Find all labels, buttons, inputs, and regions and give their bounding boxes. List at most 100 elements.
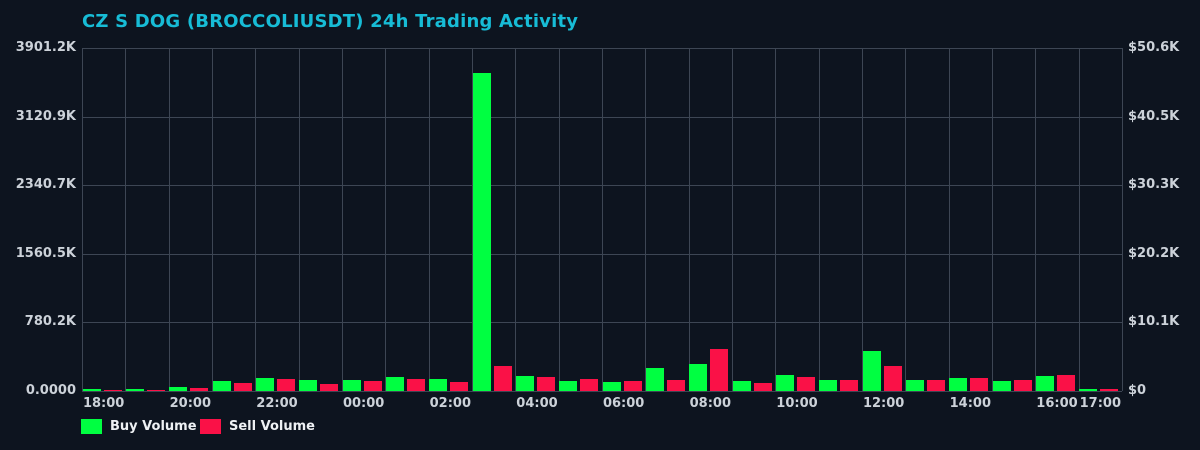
- legend-item-sell-volume: Sell Volume: [200, 418, 315, 435]
- y-axis-left-tick: 3120.9K: [15, 108, 76, 124]
- buy-volume-bar: [342, 380, 361, 391]
- buy-volume-bar: [386, 377, 405, 391]
- gridline-vertical: [645, 48, 647, 391]
- y-axis-left-tick: 780.2K: [24, 314, 76, 330]
- gridline-vertical: [125, 48, 127, 391]
- buy-volume-bar: [472, 72, 491, 391]
- buy-volume-bar: [212, 381, 231, 391]
- gridline-vertical: [688, 48, 690, 391]
- gridline-vertical: [948, 48, 950, 391]
- buy-volume-bar: [646, 367, 665, 391]
- x-axis-tick: 00:00: [342, 396, 385, 411]
- buy-volume-bar: [299, 379, 318, 391]
- buy-volume-bar: [862, 351, 881, 391]
- y-axis-left-tick: 2340.7K: [15, 177, 76, 193]
- sell-volume-bar: [926, 380, 945, 391]
- x-axis-tick: 04:00: [516, 396, 558, 411]
- sell-volume-bar: [840, 380, 859, 391]
- gridline-vertical: [515, 48, 517, 391]
- buy-volume-bar: [602, 381, 621, 391]
- legend-label-buy-volume: Buy Volume: [110, 419, 197, 434]
- x-axis-tick: 14:00: [949, 396, 992, 411]
- sell-volume-bar: [623, 380, 642, 391]
- buy-volume-bar: [689, 364, 708, 391]
- x-axis-tick: 10:00: [776, 396, 818, 411]
- gridline-vertical: [992, 48, 993, 391]
- y-axis-right-tick: $0: [1128, 383, 1147, 398]
- y-axis-left-tick: 1560.5K: [15, 245, 76, 261]
- sell-volume-bar: [276, 379, 295, 391]
- sell-volume-bar: [753, 383, 772, 391]
- x-axis-tick: 06:00: [602, 396, 645, 411]
- buy-volume-bar: [1079, 388, 1098, 391]
- buy-volume-bar: [1036, 375, 1055, 391]
- plot-area: [82, 48, 1123, 392]
- sell-volume-swatch-icon: [200, 419, 221, 434]
- x-axis-tick: 12:00: [862, 396, 905, 411]
- gridline-vertical: [1122, 48, 1123, 391]
- sell-volume-bar: [1056, 375, 1075, 391]
- buy-volume-bar: [732, 380, 751, 391]
- gridline-vertical: [342, 48, 343, 391]
- gridline-vertical: [862, 48, 863, 391]
- x-axis-tick: 17:00: [1079, 396, 1122, 411]
- gridline-vertical: [732, 48, 733, 391]
- gridline-vertical: [818, 48, 820, 391]
- sell-volume-bar: [450, 381, 469, 391]
- buy-volume-bar: [429, 378, 448, 391]
- sell-volume-bar: [190, 388, 209, 391]
- gridline-vertical: [602, 48, 603, 391]
- sell-volume-bar: [103, 389, 122, 391]
- y-axis-left-tick: 3901.2K: [15, 40, 76, 55]
- legend-label-sell-volume: Sell Volume: [229, 419, 315, 434]
- gridline-vertical: [558, 48, 560, 391]
- y-axis-right-tick: $30.3K: [1128, 177, 1180, 193]
- gridline-vertical: [385, 48, 387, 391]
- buy-volume-bar: [559, 381, 578, 391]
- buy-volume-bar: [949, 378, 968, 391]
- sell-volume-bar: [970, 378, 989, 391]
- gridline-vertical: [212, 48, 213, 391]
- chart-title: CZ S DOG (BROCCOLIUSDT) 24h Trading Acti…: [82, 11, 579, 32]
- buy-volume-bar: [776, 374, 795, 391]
- x-axis-tick: 16:00: [1036, 396, 1078, 411]
- x-axis-tick: 08:00: [689, 396, 732, 411]
- gridline-vertical: [905, 48, 907, 391]
- sell-volume-bar: [363, 381, 382, 391]
- sell-volume-bar: [320, 384, 339, 391]
- gridline-horizontal: [82, 391, 1122, 392]
- buy-volume-swatch-icon: [81, 419, 102, 434]
- x-axis-tick: 20:00: [169, 396, 212, 411]
- buy-volume-bar: [126, 389, 145, 391]
- gridline-vertical: [1035, 48, 1037, 391]
- y-axis-right-tick: $10.1K: [1128, 314, 1180, 330]
- sell-volume-bar: [883, 365, 902, 391]
- gridline-vertical: [775, 48, 777, 391]
- buy-volume-bar: [82, 389, 101, 391]
- gridline-vertical: [1078, 48, 1080, 391]
- y-axis-right-tick: $40.5K: [1128, 108, 1180, 124]
- gridline-vertical: [82, 48, 83, 391]
- buy-volume-bar: [169, 387, 188, 391]
- buy-volume-bar: [516, 375, 535, 391]
- sell-volume-bar: [233, 383, 252, 391]
- gridline-vertical: [255, 48, 257, 391]
- y-axis-left-tick: 0.0000: [25, 383, 76, 398]
- sell-volume-bar: [666, 380, 685, 391]
- x-axis-tick: 18:00: [82, 396, 125, 411]
- buy-volume-bar: [256, 377, 275, 391]
- buy-volume-bar: [906, 380, 925, 391]
- x-axis-tick: 02:00: [429, 396, 472, 411]
- buy-volume-bar: [819, 380, 838, 391]
- sell-volume-bar: [146, 389, 165, 391]
- y-axis-right-tick: $20.2K: [1128, 245, 1180, 261]
- sell-volume-bar: [493, 366, 512, 391]
- x-axis-tick: 22:00: [256, 396, 298, 411]
- sell-volume-bar: [406, 379, 425, 391]
- legend-item-buy-volume: Buy Volume: [81, 418, 197, 435]
- sell-volume-bar: [1100, 389, 1119, 391]
- gridline-vertical: [168, 48, 170, 391]
- sell-volume-bar: [796, 377, 815, 391]
- sell-volume-bar: [580, 379, 599, 391]
- sell-volume-bar: [1013, 380, 1032, 391]
